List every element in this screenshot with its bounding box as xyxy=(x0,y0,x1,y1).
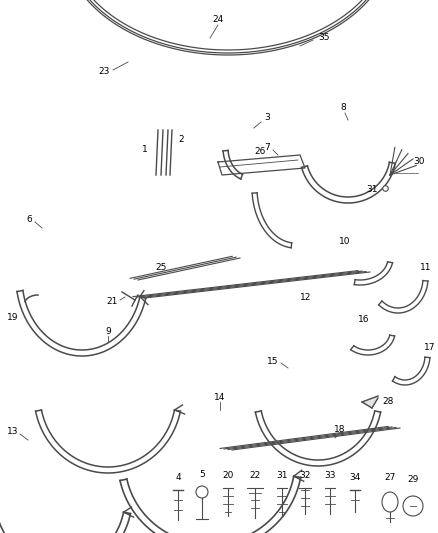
Text: 5: 5 xyxy=(199,470,205,479)
Text: 3: 3 xyxy=(264,114,270,123)
Text: 11: 11 xyxy=(420,263,431,272)
Text: 35: 35 xyxy=(318,34,329,43)
Text: 31: 31 xyxy=(367,185,378,195)
Text: 16: 16 xyxy=(358,316,370,325)
Text: 1: 1 xyxy=(142,146,148,155)
Text: 20: 20 xyxy=(223,471,234,480)
Text: 33: 33 xyxy=(324,471,336,480)
Text: 6: 6 xyxy=(26,215,32,224)
Text: 7: 7 xyxy=(264,143,270,152)
Text: 23: 23 xyxy=(99,68,110,77)
Text: 25: 25 xyxy=(155,263,166,272)
Text: 13: 13 xyxy=(7,427,18,437)
Polygon shape xyxy=(362,396,378,408)
Text: 2: 2 xyxy=(178,135,184,144)
Text: 8: 8 xyxy=(340,103,346,112)
Text: 10: 10 xyxy=(339,238,350,246)
Text: 28: 28 xyxy=(382,398,393,407)
Text: 19: 19 xyxy=(7,313,18,322)
Text: 17: 17 xyxy=(424,343,435,352)
Text: 15: 15 xyxy=(266,358,278,367)
Text: 9: 9 xyxy=(105,327,111,336)
Text: 27: 27 xyxy=(384,473,396,482)
Text: 12: 12 xyxy=(300,294,311,303)
Text: 32: 32 xyxy=(299,471,311,480)
Text: 29: 29 xyxy=(407,475,419,484)
Text: 30: 30 xyxy=(413,157,424,166)
Text: 21: 21 xyxy=(106,297,118,306)
Text: 34: 34 xyxy=(350,473,360,482)
Text: 26: 26 xyxy=(254,148,266,157)
Text: 31: 31 xyxy=(276,471,288,480)
Text: 24: 24 xyxy=(212,15,224,25)
Text: 14: 14 xyxy=(214,393,226,402)
Text: 22: 22 xyxy=(249,471,261,480)
Text: 4: 4 xyxy=(175,473,181,482)
Text: 18: 18 xyxy=(334,425,346,434)
